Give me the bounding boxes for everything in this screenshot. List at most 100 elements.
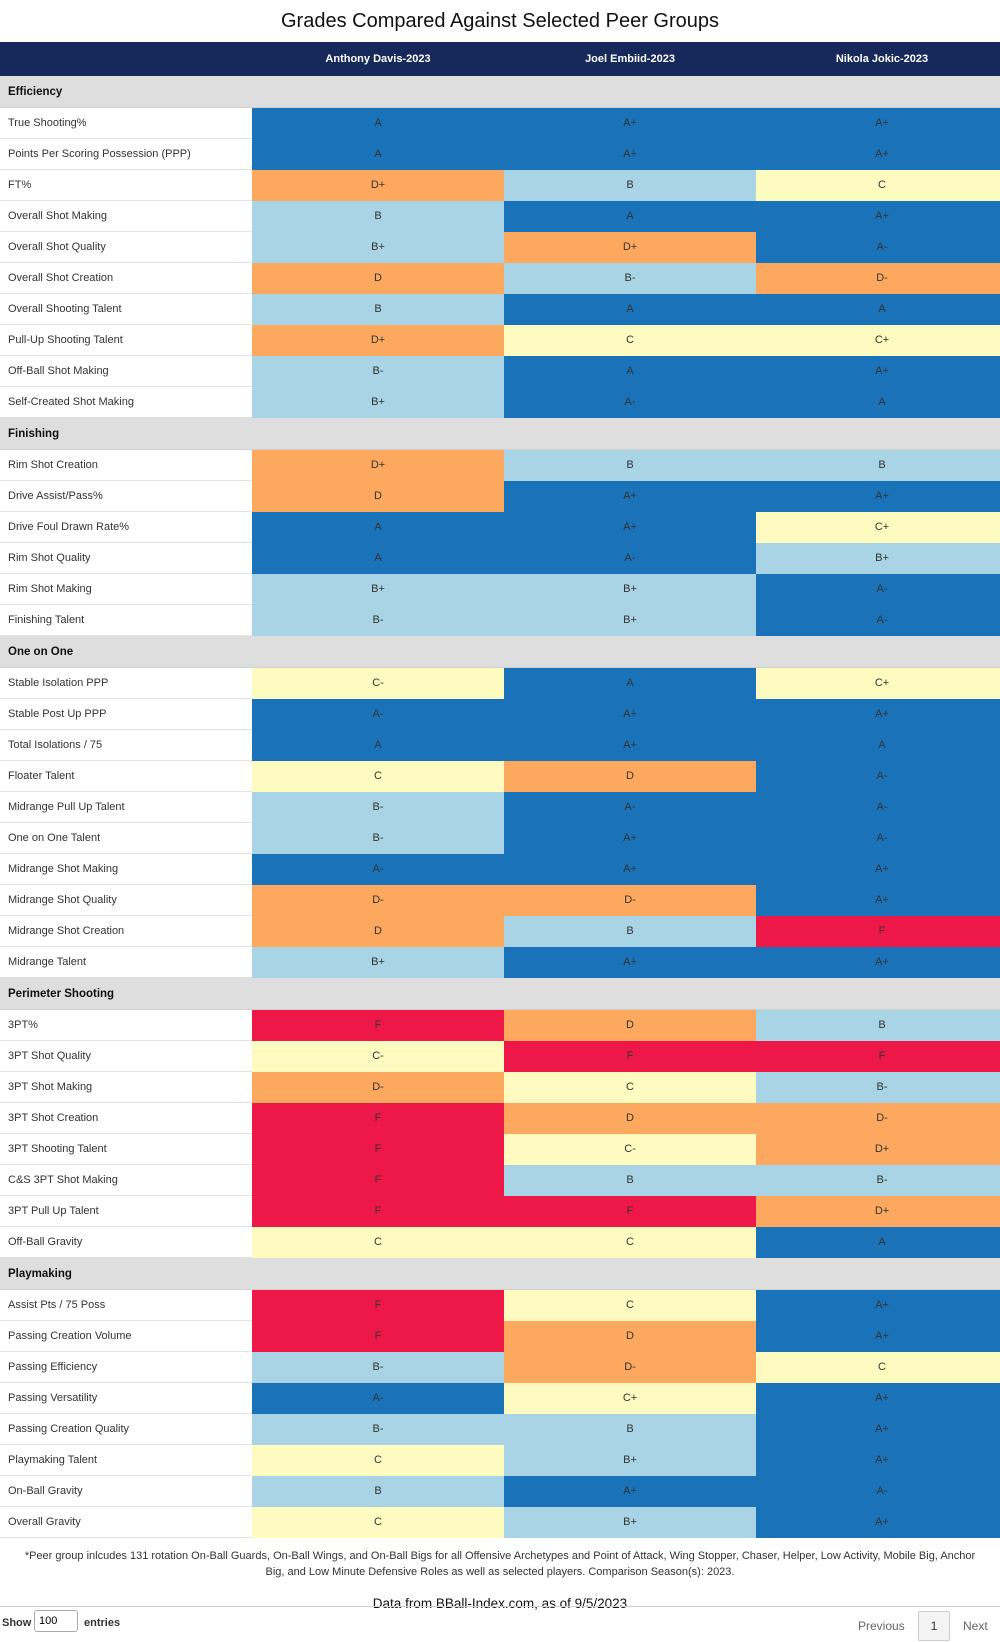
table-row: 3PT Shooting Talent F C- D+	[0, 1133, 1000, 1165]
table-row: Finishing Talent B- B+ A-	[0, 604, 1000, 636]
grade-cell-nikola-jokic: D+	[756, 1133, 1000, 1165]
grade-cell-anthony-davis: A	[252, 138, 504, 170]
table-row: Off-Ball Gravity C C A	[0, 1226, 1000, 1258]
page-1-button[interactable]: 1	[918, 1611, 950, 1641]
metric-name: Overall Shot Quality	[0, 231, 252, 263]
grade-cell-joel-embiid: B+	[504, 573, 756, 605]
grade-cell-nikola-jokic: A-	[756, 822, 1000, 854]
grade-cell-nikola-jokic: A+	[756, 1382, 1000, 1414]
grade-cell-nikola-jokic: B	[756, 449, 1000, 481]
metric-name: True Shooting%	[0, 107, 252, 139]
table-row: Passing Versatility A- C+ A+	[0, 1382, 1000, 1414]
grade-cell-nikola-jokic: B+	[756, 542, 1000, 574]
grade-cell-nikola-jokic: A-	[756, 1475, 1000, 1507]
metric-name: Passing Creation Quality	[0, 1413, 252, 1445]
grade-cell-anthony-davis: F	[252, 1102, 504, 1134]
metric-name: Off-Ball Shot Making	[0, 355, 252, 387]
grade-cell-anthony-davis: C	[252, 1226, 504, 1258]
table-row: Floater Talent C D A-	[0, 760, 1000, 792]
grade-cell-joel-embiid: B+	[504, 1506, 756, 1538]
metric-name: Passing Efficiency	[0, 1351, 252, 1383]
grade-cell-nikola-jokic: A+	[756, 1289, 1000, 1321]
grade-cell-anthony-davis: F	[252, 1320, 504, 1352]
grade-cell-nikola-jokic: A+	[756, 946, 1000, 978]
section-row-finishing: Finishing	[0, 417, 1000, 450]
table-controls: Show entries Previous 1 Next	[0, 1606, 1000, 1642]
grade-cell-anthony-davis: B+	[252, 946, 504, 978]
grade-cell-joel-embiid: B+	[504, 1444, 756, 1476]
section-row-efficiency: Efficiency	[0, 76, 1000, 108]
grade-cell-anthony-davis: A-	[252, 853, 504, 885]
grade-cell-joel-embiid: A+	[504, 138, 756, 170]
grade-cell-anthony-davis: F	[252, 1289, 504, 1321]
grade-cell-anthony-davis: D-	[252, 1071, 504, 1103]
table-row: Midrange Pull Up Talent B- A- A-	[0, 791, 1000, 823]
table-row: Points Per Scoring Possession (PPP) A A+ A+	[0, 138, 1000, 170]
column-header-nikola-jokic[interactable]: Nikola Jokic-2023	[756, 42, 1000, 76]
grade-cell-joel-embiid: C+	[504, 1382, 756, 1414]
grade-cell-anthony-davis: A	[252, 511, 504, 543]
metric-name: Drive Foul Drawn Rate%	[0, 511, 252, 543]
grade-cell-anthony-davis: B-	[252, 604, 504, 636]
grade-cell-anthony-davis: C	[252, 760, 504, 792]
grade-cell-anthony-davis: F	[252, 1133, 504, 1165]
metric-name: C&S 3PT Shot Making	[0, 1164, 252, 1196]
grade-cell-anthony-davis: B	[252, 293, 504, 325]
metric-name: Finishing Talent	[0, 604, 252, 636]
metric-name: Total Isolations / 75	[0, 729, 252, 761]
grade-cell-joel-embiid: A+	[504, 480, 756, 512]
table-row: Midrange Shot Making A- A+ A+	[0, 853, 1000, 885]
metric-name: Drive Assist/Pass%	[0, 480, 252, 512]
metric-name: 3PT%	[0, 1009, 252, 1041]
metric-name: Passing Versatility	[0, 1382, 252, 1414]
grade-cell-anthony-davis: D+	[252, 324, 504, 356]
grade-cell-joel-embiid: A+	[504, 946, 756, 978]
grade-cell-joel-embiid: A+	[504, 822, 756, 854]
grade-cell-joel-embiid: B	[504, 1413, 756, 1445]
next-page-button[interactable]: Next	[963, 1619, 988, 1633]
grade-cell-nikola-jokic: A-	[756, 604, 1000, 636]
grade-cell-joel-embiid: C	[504, 1289, 756, 1321]
grade-cell-nikola-jokic: A+	[756, 200, 1000, 232]
column-header-joel-embiid[interactable]: Joel Embiid-2023	[504, 42, 756, 76]
grade-cell-nikola-jokic: D+	[756, 1195, 1000, 1227]
table-row: Stable Isolation PPP C- A C+	[0, 667, 1000, 699]
grade-cell-anthony-davis: B-	[252, 1351, 504, 1383]
grade-cell-nikola-jokic: F	[756, 1040, 1000, 1072]
peer-group-footnote: *Peer group inlcudes 131 rotation On-Bal…	[24, 1550, 976, 1578]
grade-cell-joel-embiid: D-	[504, 884, 756, 916]
table-row: Drive Foul Drawn Rate% A A+ C+	[0, 511, 1000, 543]
grade-cell-nikola-jokic: B	[756, 1009, 1000, 1041]
grade-cell-nikola-jokic: A	[756, 386, 1000, 418]
grade-cell-nikola-jokic: C	[756, 1351, 1000, 1383]
grade-cell-anthony-davis: D	[252, 915, 504, 947]
section-title: Perimeter Shooting	[0, 977, 1000, 1010]
grade-cell-anthony-davis: A	[252, 107, 504, 139]
grade-cell-anthony-davis: D	[252, 480, 504, 512]
column-header-anthony-davis[interactable]: Anthony Davis-2023	[252, 42, 504, 76]
entries-per-page-input[interactable]	[34, 1610, 78, 1632]
grade-cell-nikola-jokic: A+	[756, 884, 1000, 916]
metric-column-header[interactable]	[0, 42, 252, 76]
grades-table: Anthony Davis-2023 Joel Embiid-2023 Niko…	[0, 42, 1000, 1538]
grade-cell-anthony-davis: F	[252, 1195, 504, 1227]
metric-name: Self-Created Shot Making	[0, 386, 252, 418]
grade-cell-joel-embiid: B	[504, 169, 756, 201]
previous-page-button[interactable]: Previous	[858, 1619, 905, 1633]
table-row: FT% D+ B C	[0, 169, 1000, 201]
metric-name: 3PT Shot Creation	[0, 1102, 252, 1134]
table-row: Midrange Shot Quality D- D- A+	[0, 884, 1000, 916]
grade-cell-nikola-jokic: B-	[756, 1071, 1000, 1103]
section-title: Playmaking	[0, 1257, 1000, 1290]
grade-cell-joel-embiid: A	[504, 355, 756, 387]
table-row: Passing Creation Quality B- B A+	[0, 1413, 1000, 1445]
grade-cell-joel-embiid: F	[504, 1040, 756, 1072]
table-row: 3PT Shot Quality C- F F	[0, 1040, 1000, 1072]
grade-cell-anthony-davis: B-	[252, 791, 504, 823]
grade-cell-joel-embiid: A+	[504, 1475, 756, 1507]
grade-cell-nikola-jokic: A	[756, 293, 1000, 325]
metric-name: On-Ball Gravity	[0, 1475, 252, 1507]
table-row: Passing Efficiency B- D- C	[0, 1351, 1000, 1383]
grade-cell-anthony-davis: C-	[252, 667, 504, 699]
table-row: Pull-Up Shooting Talent D+ C C+	[0, 324, 1000, 356]
